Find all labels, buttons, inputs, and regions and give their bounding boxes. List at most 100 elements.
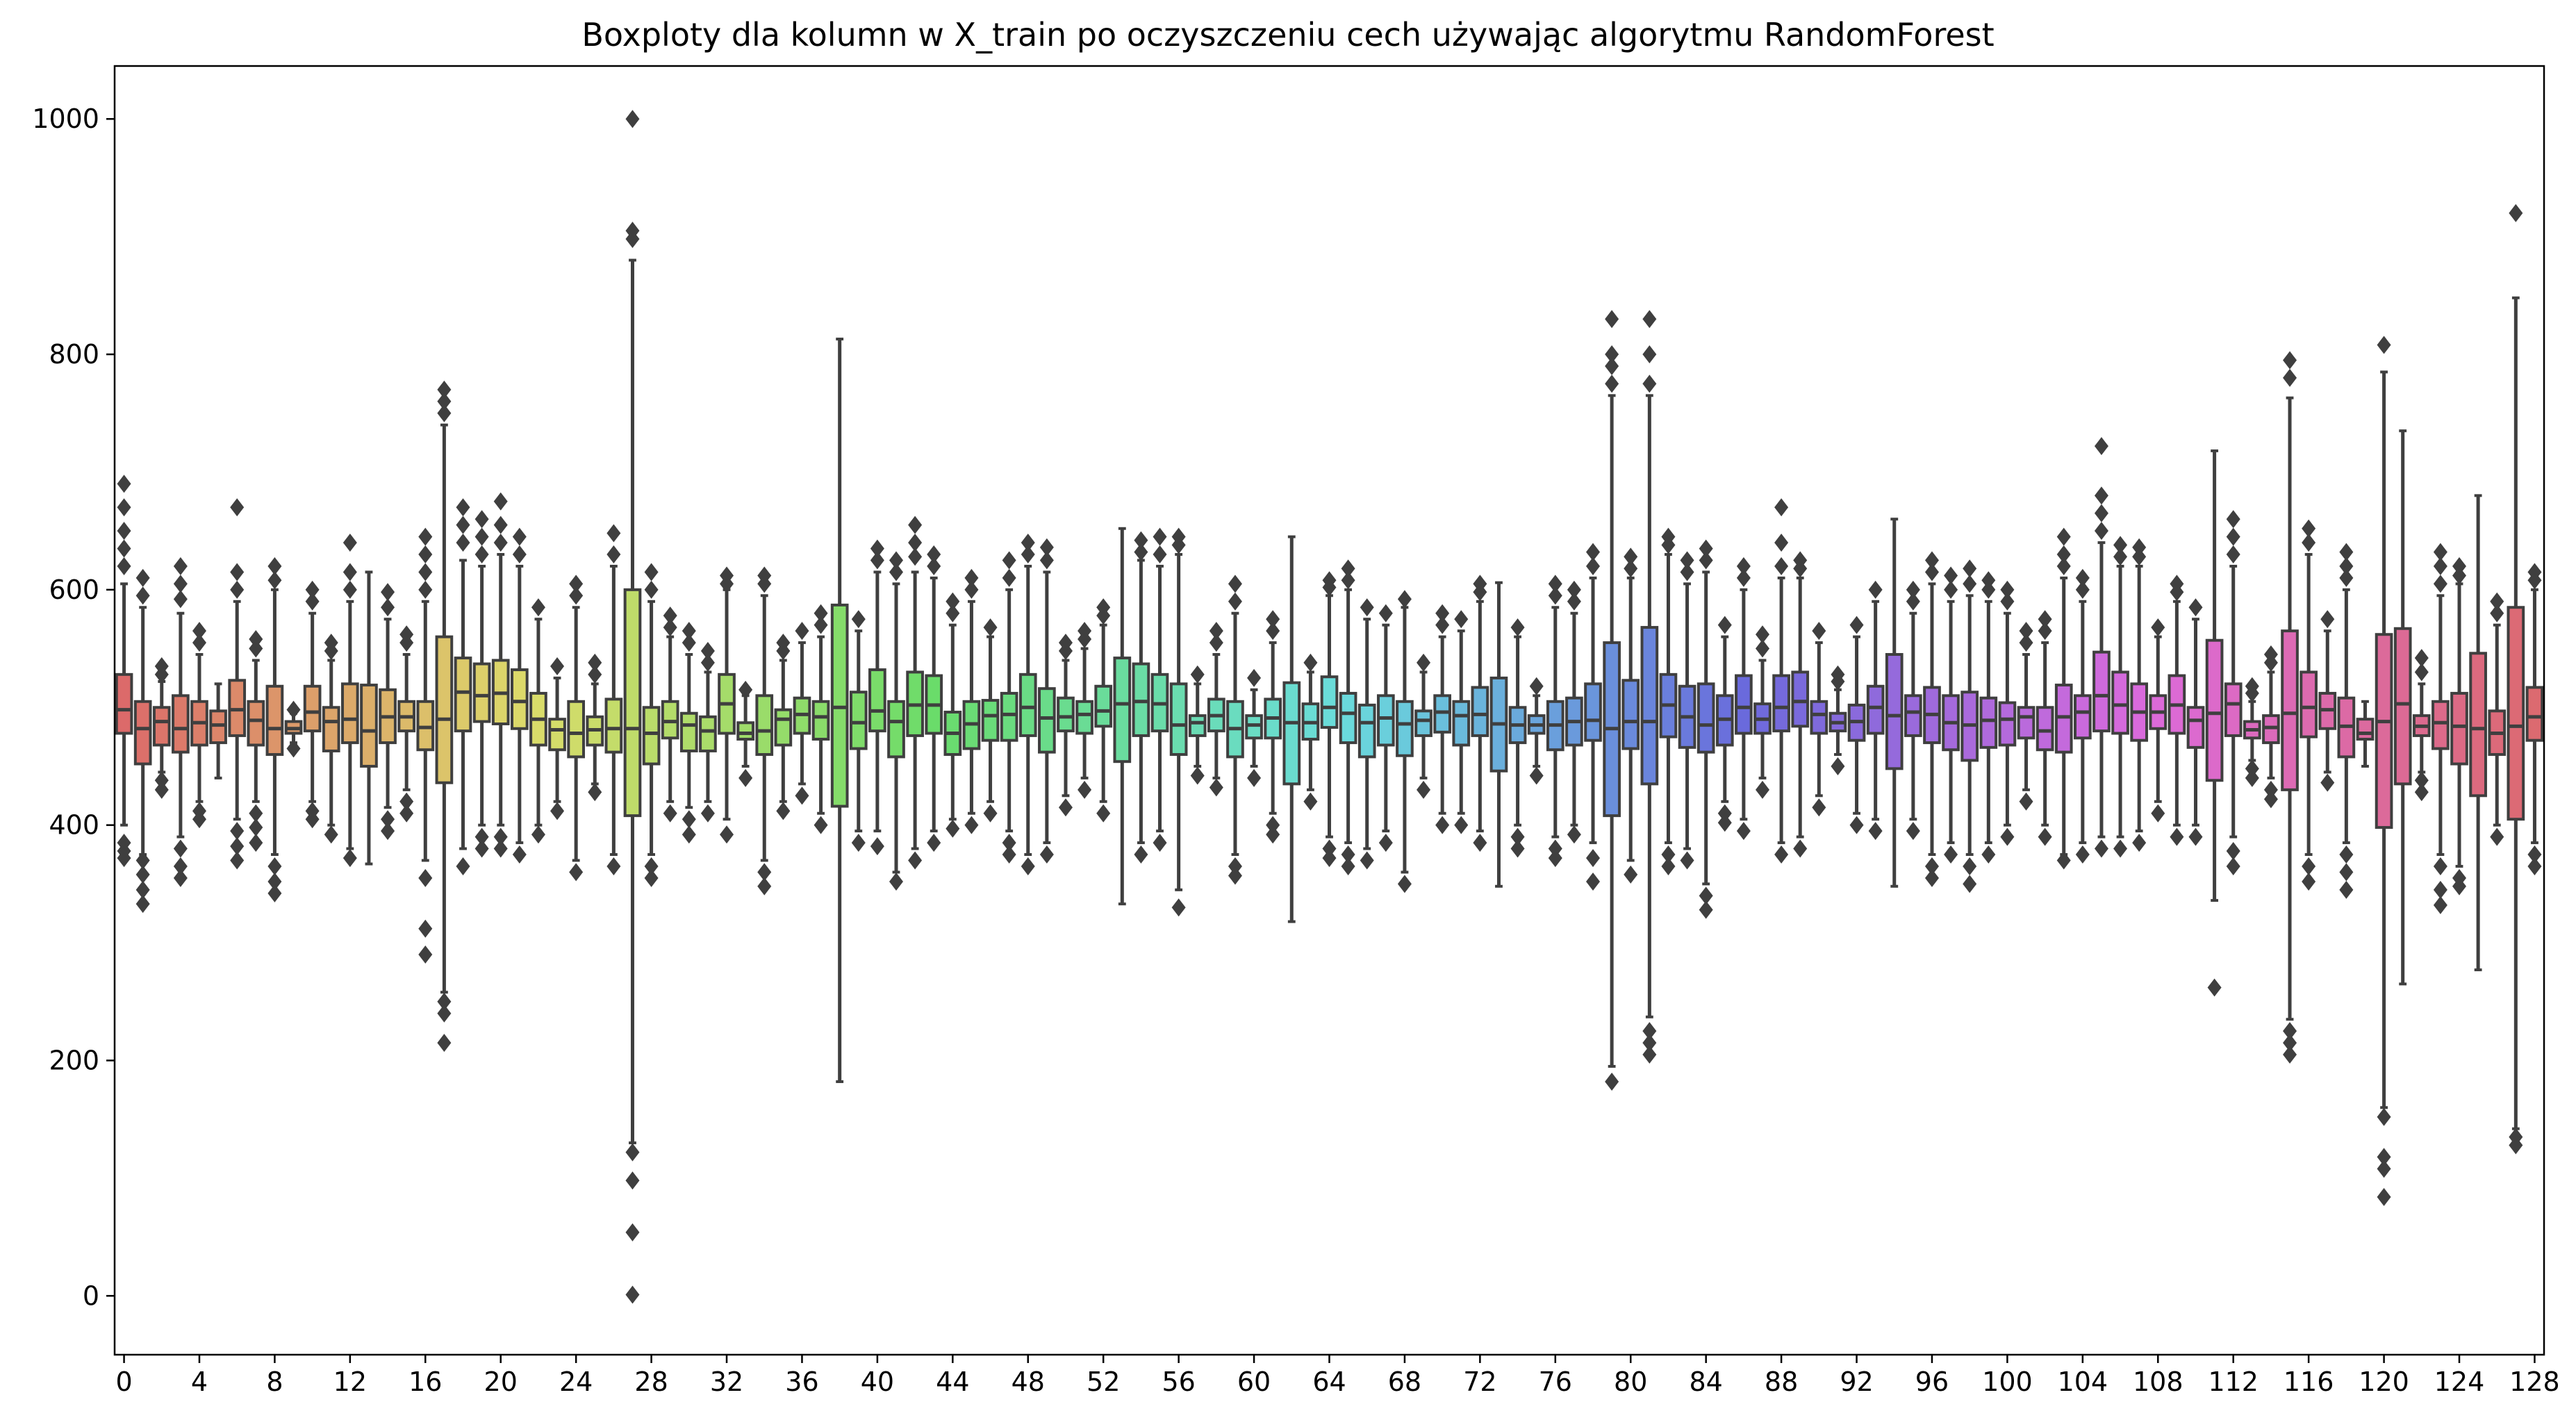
outlier-point <box>1849 616 1864 634</box>
box-73 <box>1489 581 1508 888</box>
x-tick-label: 8 <box>266 1367 283 1397</box>
outlier-point <box>1567 592 1581 611</box>
outlier-point <box>267 857 282 875</box>
box-70 <box>1433 604 1451 834</box>
outlier-point <box>2019 622 2033 641</box>
box-97 <box>1942 566 1960 864</box>
box-iqr <box>1245 714 1263 740</box>
outlier-point <box>964 816 979 834</box>
box-72 <box>1471 575 1489 852</box>
outlier-point <box>286 739 301 758</box>
box-84 <box>1696 539 1715 919</box>
box-66 <box>1357 598 1376 870</box>
box-128 <box>2525 563 2544 875</box>
outlier-point <box>324 634 338 652</box>
outlier-point <box>663 618 677 637</box>
box-19 <box>472 510 491 858</box>
x-tick-label: 20 <box>484 1367 518 1397</box>
box-107 <box>2130 538 2149 852</box>
outlier-point <box>2339 556 2354 575</box>
outlier-point <box>1209 634 1223 652</box>
outlier-point <box>2094 486 2108 505</box>
outlier-point <box>2075 845 2090 864</box>
outlier-point <box>2377 1148 2391 1166</box>
outlier-point <box>625 110 640 129</box>
outlier-point <box>1963 875 1977 893</box>
x-tick-label: 44 <box>936 1367 969 1397</box>
outlier-point <box>682 622 696 641</box>
outlier-point <box>342 580 357 599</box>
outlier-point <box>1153 545 1167 564</box>
outlier-point <box>399 625 414 644</box>
outlier-point <box>2113 547 2128 566</box>
outlier-point <box>493 492 508 511</box>
box-85 <box>1715 616 1734 832</box>
outlier-point <box>1699 539 1713 558</box>
outlier-point <box>1736 822 1751 841</box>
outlier-point <box>2188 598 2203 617</box>
box-57 <box>1188 665 1207 785</box>
box-iqr <box>416 700 435 752</box>
box-iqr <box>1471 686 1489 737</box>
outlier-point <box>1661 857 1676 875</box>
box-80 <box>1621 547 1640 884</box>
box-79 <box>1603 310 1621 1091</box>
outlier-point <box>2151 804 2165 823</box>
box-iqr <box>2431 700 2450 750</box>
outlier-point <box>192 810 206 829</box>
outlier-point <box>1209 622 1223 641</box>
outlier-point <box>2283 368 2297 387</box>
outlier-point <box>135 568 150 587</box>
outlier-point <box>2433 895 2447 914</box>
outlier-point <box>2339 863 2354 882</box>
outlier-point <box>776 634 791 652</box>
outlier-point <box>1171 527 1186 546</box>
box-iqr <box>1000 691 1018 742</box>
box-iqr <box>1057 696 1075 733</box>
outlier-point <box>2339 568 2354 587</box>
outlier-point <box>2302 857 2316 875</box>
outlier-point <box>1642 1046 1657 1064</box>
outlier-point <box>946 592 960 611</box>
outlier-point <box>1039 551 1054 570</box>
box-103 <box>2054 527 2073 870</box>
box-iqr <box>2224 682 2243 737</box>
outlier-point <box>927 545 941 564</box>
x-tick-label: 116 <box>2284 1367 2334 1397</box>
x-tick-label: 32 <box>710 1367 743 1397</box>
outlier-point <box>964 568 979 587</box>
box-90 <box>1810 622 1828 817</box>
outlier-point <box>1793 839 1808 858</box>
box-iqr <box>642 706 661 766</box>
outlier-point <box>342 849 357 868</box>
outlier-point <box>2094 522 2108 540</box>
outlier-point <box>135 865 150 884</box>
outlier-point <box>230 563 245 581</box>
outlier-point <box>2527 563 2542 581</box>
outlier-point <box>1924 868 1939 887</box>
outlier-point <box>1924 551 1939 570</box>
box-iqr <box>360 684 378 768</box>
outlier-point <box>342 534 357 552</box>
box-25 <box>586 653 604 802</box>
box-iqr <box>2111 670 2129 735</box>
box-64 <box>1320 571 1339 868</box>
box-27 <box>623 110 642 1304</box>
box-iqr <box>1414 709 1433 737</box>
outlier-point <box>1360 598 1374 617</box>
outlier-point <box>682 810 696 829</box>
x-tick-label: 60 <box>1237 1367 1271 1397</box>
outlier-point <box>1228 857 1242 875</box>
box-68 <box>1396 590 1414 893</box>
outlier-point <box>2452 566 2467 585</box>
box-iqr <box>228 679 247 737</box>
box-32 <box>718 566 736 844</box>
y-axis: 0 200 400 600 800 1000 <box>32 104 115 1311</box>
outlier-point <box>493 534 508 552</box>
box-iqr <box>679 711 698 752</box>
outlier-point <box>1266 610 1280 629</box>
outlier-point <box>2433 880 2447 899</box>
outlier-point <box>550 802 565 820</box>
box-26 <box>604 524 623 875</box>
outlier-point <box>1303 653 1318 672</box>
